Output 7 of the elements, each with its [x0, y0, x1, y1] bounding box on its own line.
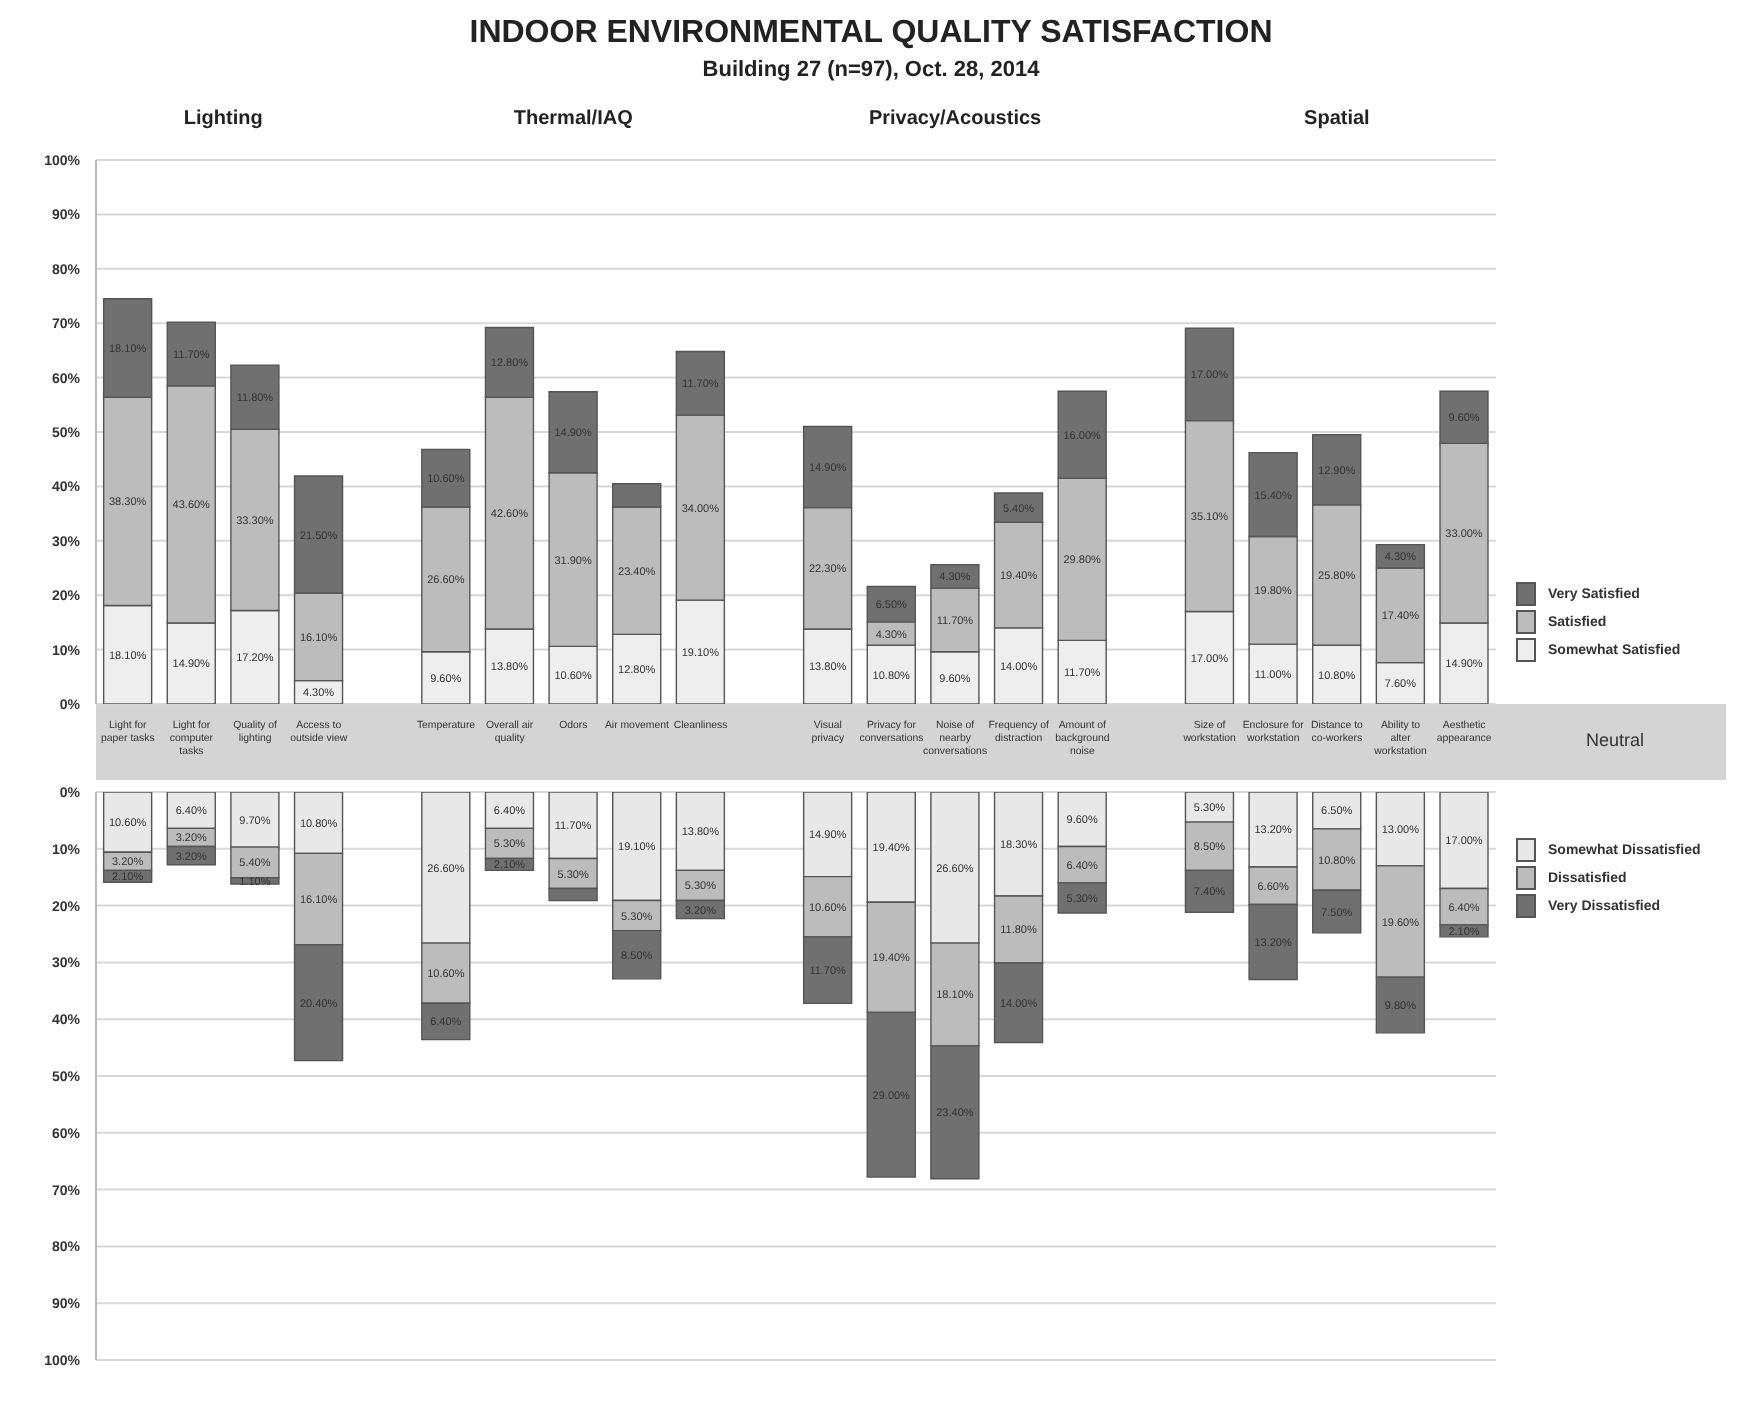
text: Neutral	[1586, 730, 1645, 750]
chart-subtitle: Building 27 (n=97), Oct. 28, 2014	[700, 58, 1042, 82]
text: Privacy/Acoustics	[866, 108, 1044, 130]
text: Spatial	[1302, 108, 1372, 130]
text: Thermal/IAQ	[511, 108, 635, 130]
text: Lighting	[181, 108, 265, 130]
chart-title: INDOOR ENVIRONMENTAL QUALITY SATISFACTION	[467, 16, 1275, 52]
